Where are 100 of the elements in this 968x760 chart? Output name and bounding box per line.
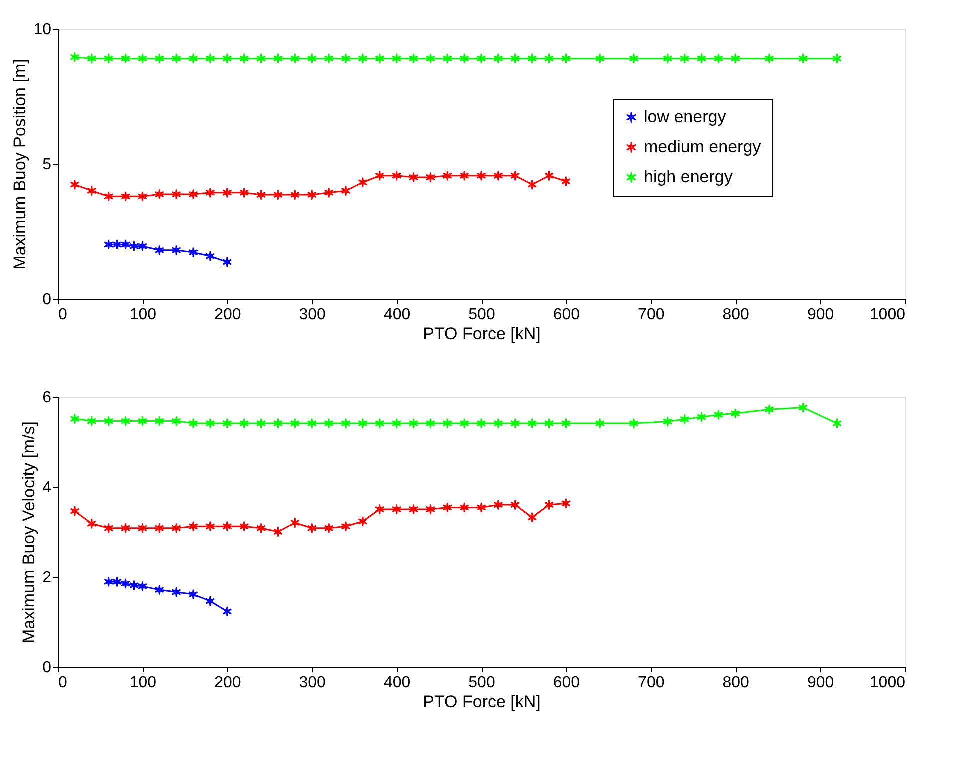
point (138, 416, 148, 427)
x-tick-label: 500 (468, 306, 496, 324)
point (138, 523, 148, 534)
point (460, 502, 470, 514)
point (392, 53, 402, 64)
point (121, 523, 131, 534)
x-tick-label: 800 (722, 674, 750, 692)
point (222, 256, 232, 268)
point (494, 500, 504, 510)
point (629, 418, 639, 429)
y-tick-label: 0 (42, 292, 52, 308)
x-tick-label: 200 (214, 674, 242, 692)
point (104, 191, 114, 202)
y-tick-label: 4 (42, 480, 52, 496)
x-tick-label: 1000 (870, 306, 906, 324)
point (121, 578, 131, 590)
point (544, 53, 554, 64)
point (663, 416, 673, 428)
point (121, 416, 131, 427)
x-tick-label: 200 (214, 306, 242, 324)
point (714, 410, 724, 420)
y-tick-label: 2 (42, 570, 52, 586)
point (188, 521, 198, 532)
x-tick-label: 500 (468, 674, 496, 692)
point (87, 416, 97, 427)
point (476, 502, 486, 514)
point (256, 418, 266, 429)
point (188, 247, 198, 258)
point (121, 191, 131, 202)
point (121, 239, 131, 250)
point (392, 504, 402, 515)
point (172, 245, 182, 256)
point (104, 523, 114, 534)
point (206, 418, 216, 429)
x-tick-label: 400 (384, 674, 411, 692)
point (154, 523, 164, 534)
point (510, 418, 520, 429)
point (460, 418, 470, 429)
point (222, 187, 232, 198)
x-tick-label: 400 (384, 306, 411, 324)
point (544, 418, 554, 429)
point (129, 580, 139, 591)
point (256, 523, 266, 534)
point (307, 523, 317, 534)
x-tick-label: 1000 (870, 674, 906, 692)
point (358, 516, 368, 528)
point (476, 170, 486, 182)
point (206, 187, 216, 198)
point (188, 589, 198, 600)
point (240, 521, 250, 532)
x-tick-label: 700 (638, 306, 665, 324)
point (798, 53, 808, 64)
y-tick-label: 6 (42, 390, 52, 406)
point (273, 53, 283, 64)
point (206, 53, 216, 64)
point (256, 190, 266, 200)
point (154, 584, 164, 596)
point (408, 53, 418, 64)
point (172, 53, 182, 64)
point (494, 170, 504, 182)
point (222, 418, 232, 429)
y-tick-label: 5 (42, 156, 52, 174)
point (730, 53, 740, 64)
point (358, 177, 368, 188)
point (206, 250, 216, 262)
point (595, 418, 605, 429)
point (544, 500, 554, 510)
point (375, 170, 385, 182)
point (70, 52, 80, 63)
point (70, 506, 80, 517)
point (324, 53, 334, 64)
point (104, 53, 114, 64)
x-tick-label: 300 (299, 306, 326, 324)
point (240, 53, 250, 64)
point (138, 581, 148, 592)
point (188, 53, 198, 64)
point (154, 189, 164, 200)
point (341, 521, 351, 532)
point (629, 53, 639, 64)
point (561, 176, 571, 187)
point (528, 179, 538, 190)
point (290, 418, 300, 429)
point (206, 521, 216, 532)
point (290, 518, 300, 528)
point (222, 606, 232, 618)
point (172, 523, 182, 534)
x-tick-label: 900 (807, 306, 834, 324)
point (222, 521, 232, 532)
point (375, 418, 385, 429)
point (341, 53, 351, 64)
point (256, 53, 266, 64)
point (561, 53, 571, 64)
point (680, 414, 690, 425)
x-tick-label: 900 (807, 674, 834, 692)
x-tick-label: 0 (58, 306, 68, 324)
point (188, 418, 198, 429)
point (138, 240, 148, 252)
point (222, 53, 232, 64)
y-axis-title: Maximum Buoy Position [m] (10, 59, 30, 270)
point (172, 189, 182, 200)
